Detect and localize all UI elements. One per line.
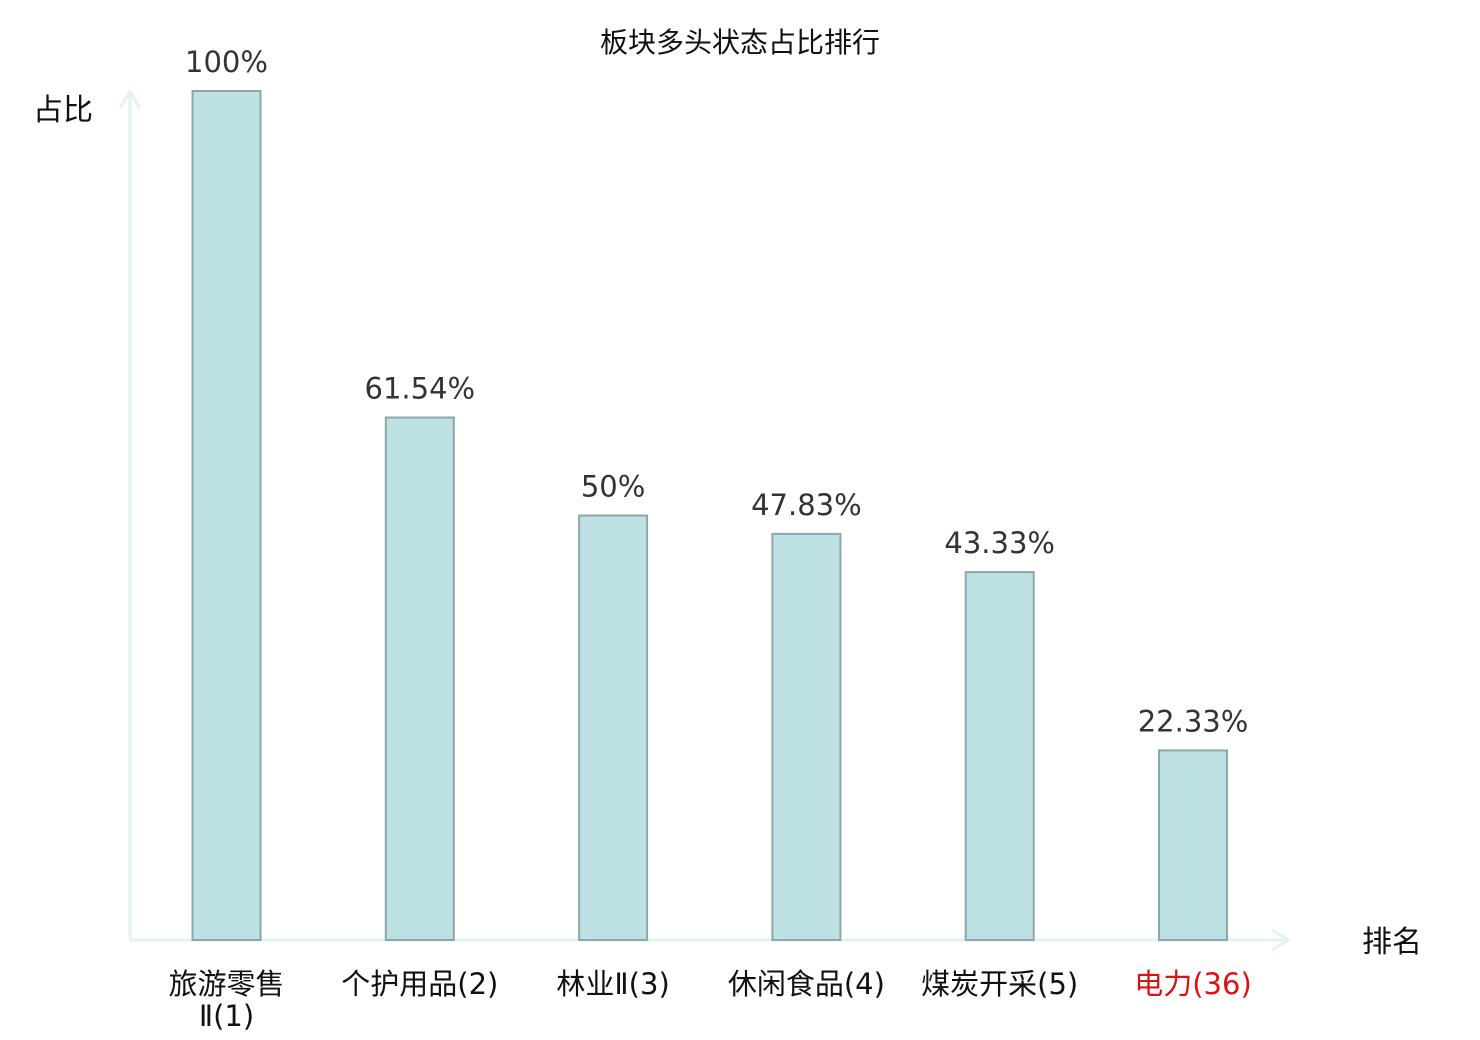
bar — [964, 571, 1035, 941]
x-axis-label: 排名 — [1362, 925, 1422, 960]
value-labels-group: 100% 61.54% 50% 47.83% 43.33% 22.33% — [185, 45, 1248, 738]
bar — [191, 90, 262, 941]
bars-group — [191, 90, 1228, 942]
category-label: 林业Ⅱ(3) — [556, 967, 669, 1001]
bar-value-label: 43.33% — [944, 526, 1055, 560]
bar — [384, 416, 455, 941]
category-label-line: 休闲食品(4) — [728, 967, 885, 1001]
x-axis — [130, 928, 1291, 952]
category-label: 电力(36) — [1134, 967, 1252, 1001]
bar-value-label: 50% — [581, 470, 645, 504]
y-axis-label: 占比 — [33, 93, 93, 128]
bar — [578, 514, 649, 941]
category-label-line: 电力(36) — [1134, 967, 1252, 1001]
category-labels-group: 旅游零售 Ⅱ(1) 个护用品(2) 林业Ⅱ(3) 休闲食品(4) 煤炭开采(5) 电力(36… — [168, 967, 1251, 1033]
bar-value-label: 100% — [185, 45, 268, 79]
category-label: 煤炭开采(5) — [921, 967, 1078, 1001]
category-label-line: Ⅱ(1) — [199, 999, 254, 1033]
category-label: 休闲食品(4) — [728, 967, 885, 1001]
chart-title: 板块多头状态占比排行 — [600, 26, 880, 59]
category-label: 个护用品(2) — [341, 967, 498, 1001]
category-label-line: 个护用品(2) — [341, 967, 498, 1001]
category-label-line: 煤炭开采(5) — [921, 967, 1078, 1001]
bar — [771, 532, 842, 942]
y-axis — [118, 89, 142, 940]
bar-value-label: 22.33% — [1138, 704, 1249, 738]
category-label-line: 旅游零售 — [168, 967, 284, 1001]
category-label: 旅游零售 Ⅱ(1) — [168, 967, 284, 1033]
bar — [1158, 749, 1228, 942]
bar-value-label: 61.54% — [365, 372, 476, 406]
category-label-line: 林业Ⅱ(3) — [556, 967, 669, 1001]
bar-value-label: 47.83% — [751, 488, 862, 522]
